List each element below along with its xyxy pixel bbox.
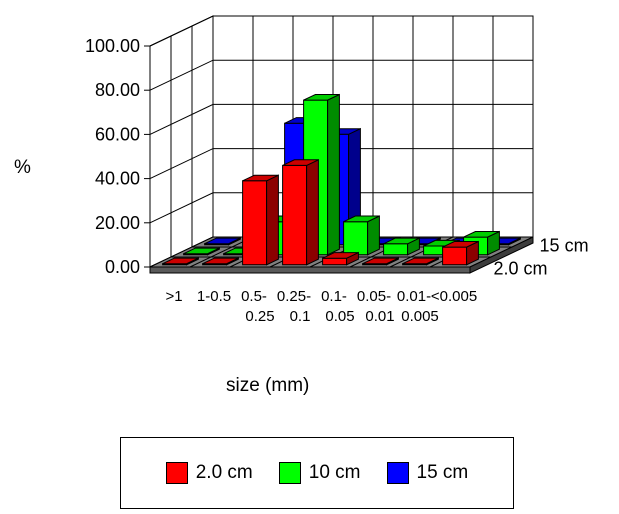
bar-side — [306, 159, 319, 266]
x-tick-label: 0.1-0.05 — [321, 288, 355, 325]
bar-front — [282, 164, 308, 266]
y-tick-label: 40.00 — [95, 169, 140, 189]
x-tick-label: 0.25-0.1 — [277, 288, 311, 325]
depth-label-front: 2.0 cm — [493, 259, 547, 279]
bar-front — [442, 246, 468, 266]
bar-top — [303, 94, 340, 101]
legend-label: 15 cm — [416, 462, 469, 483]
bar — [204, 237, 241, 246]
x-tick-label: 0.5-0.25 — [241, 288, 275, 325]
bar — [183, 247, 220, 256]
bar — [362, 257, 399, 266]
x-tick-label: 0.01-0.005 — [397, 288, 439, 325]
legend: 2.0 cm 10 cm 15 cm — [120, 437, 514, 509]
bar-top — [242, 174, 279, 182]
bar-top — [463, 231, 500, 238]
bar — [402, 257, 439, 266]
bar — [383, 237, 420, 256]
legend-swatch-2cm — [165, 462, 188, 484]
legend-swatch-10cm — [278, 462, 301, 484]
y-tick-label: 20.00 — [95, 213, 140, 233]
legend-item-10cm: 10 cm — [278, 462, 361, 484]
bar-front — [322, 257, 348, 266]
x-axis-title: size (mm) — [226, 375, 309, 396]
bar-top — [282, 159, 319, 166]
depth-label-back: 15 cm — [540, 236, 589, 256]
bar — [322, 251, 359, 266]
bar-top — [362, 257, 399, 265]
x-axis-ticks: >1 1-0.5 0.5-0.250.25-0.1 0.1-0.050.05-0.01… — [165, 288, 477, 325]
floor-front-edge — [149, 266, 471, 274]
bar-top — [202, 257, 239, 265]
legend-item-2cm: 2.0 cm — [165, 462, 253, 484]
bar-top — [343, 215, 380, 223]
bar-top — [162, 257, 199, 265]
bar-top — [383, 237, 420, 245]
bar-front — [343, 221, 369, 256]
bar — [162, 257, 199, 266]
depth-axis-ticks: 2.0 cm 15 cm — [493, 236, 588, 279]
legend-label: 10 cm — [308, 462, 361, 483]
bar — [343, 215, 380, 256]
y-tick-label: 100.00 — [85, 36, 140, 56]
legend-swatch-15cm — [386, 462, 409, 484]
legend-item-15cm: 15 cm — [386, 462, 469, 484]
bar-top — [204, 237, 241, 245]
bar-front — [383, 243, 409, 256]
bar-chart-3d: 0.00 20.00 40.00 60.00 80.00 100.00 >1 1-0.5 0.… — [14, 15, 589, 396]
bar-side — [367, 215, 380, 256]
x-tick-label: <0.005 — [431, 288, 477, 305]
y-tick-label: 0.00 — [105, 257, 140, 277]
bar-front — [242, 180, 268, 266]
x-tick-label: 0.05-0.01 — [357, 288, 395, 325]
y-tick-label: 60.00 — [95, 124, 140, 144]
bar-side — [327, 93, 340, 256]
y-axis-ticks: 0.00 20.00 40.00 60.00 80.00 100.00 — [85, 36, 140, 277]
bar-side — [266, 174, 279, 266]
bar — [282, 159, 319, 266]
bar-top — [442, 241, 479, 248]
legend-label: 2.0 cm — [195, 462, 253, 483]
x-tick-label: 1-0.5 — [197, 288, 231, 305]
bars — [162, 93, 521, 266]
y-axis-title: % — [14, 157, 31, 178]
y-tick-label: 80.00 — [95, 80, 140, 100]
bar-top — [322, 252, 359, 259]
bar-top — [183, 247, 220, 255]
bar — [202, 257, 239, 266]
bar — [423, 239, 460, 256]
bar — [442, 240, 479, 266]
side-wall — [149, 15, 214, 268]
bar-top — [402, 257, 439, 265]
x-tick-label: >1 — [165, 288, 182, 305]
bar — [242, 174, 279, 266]
